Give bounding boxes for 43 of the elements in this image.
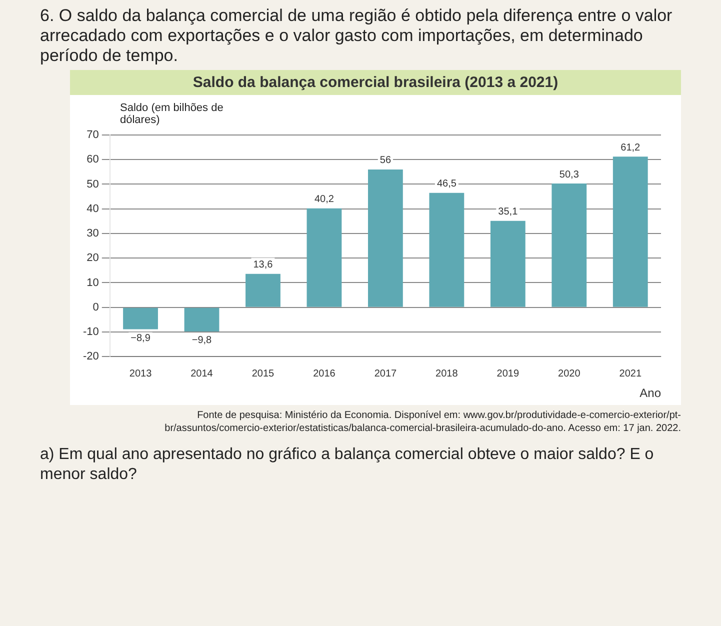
data-label: 13,6 — [253, 260, 274, 271]
data-label: 56 — [380, 155, 392, 166]
y-tick-label: 70 — [86, 129, 99, 142]
text: 6. O saldo da balança comercial de uma região é obtido pela diferença entre o valor arrecadado com exportações e o valor gasto com importações, em determinado período de tempo. — [40, 6, 674, 66]
y-tick-label: 0 — [92, 301, 99, 314]
data-label: −9,8 — [192, 335, 212, 346]
x-tick-label: 2016 — [313, 368, 336, 380]
x-tick-label: 2013 — [129, 368, 152, 380]
y-tick-label: 60 — [86, 154, 99, 166]
x-tick-label: 2014 — [190, 368, 214, 380]
y-axis-title: Saldo (em bilhões de dólares) — [120, 102, 224, 126]
y-tick-label: 10 — [86, 276, 99, 289]
bar — [184, 308, 220, 332]
y-tick-label: 50 — [86, 178, 99, 190]
bar — [123, 308, 158, 330]
bar — [306, 208, 342, 307]
bar — [490, 220, 526, 307]
bar — [612, 156, 648, 307]
x-tick-label: 2015 — [252, 368, 275, 380]
x-tick-label: 2018 — [436, 368, 458, 380]
x-tick-label: 2021 — [619, 368, 642, 380]
y-tick-label: 20 — [86, 252, 99, 264]
bar — [552, 184, 587, 307]
data-label: 50,3 — [559, 169, 580, 180]
data-label: 61,2 — [620, 142, 641, 154]
data-label: 35,1 — [498, 206, 518, 218]
y-tick-label: -10 — [82, 326, 99, 338]
y-tick-label: 30 — [86, 228, 99, 240]
x-axis-title: Ano — [640, 386, 662, 400]
bar — [368, 169, 403, 307]
y-tick-label: -20 — [82, 350, 99, 363]
bar — [429, 192, 464, 307]
data-label: 40,2 — [314, 194, 334, 206]
x-tick-label: 2019 — [496, 368, 520, 380]
y-tick-label: 40 — [86, 202, 99, 215]
source-note: Fonte de pesquisa: Ministério da Economia. Disponível em: www.gov.br/produtividade-e-comercio-exterior/pt-br/assuntos/comercio-exterior/estatisticas/balanca-comercial-brasileira-acumulado-do-ano. Acesso em: 17 jan. 2022. — [164, 409, 681, 435]
data-label: 46,5 — [436, 178, 457, 190]
data-label: −8,9 — [130, 333, 151, 344]
chart-title: Saldo da balança comercial brasileira (2013 a 2021) — [70, 70, 681, 95]
x-tick-label: 2017 — [374, 368, 398, 380]
bar — [246, 274, 280, 307]
text: a) Em qual ano apresentado no gráfico a balança comercial obteve o maior saldo? E o menor saldo? — [40, 445, 655, 485]
x-tick-label: 2020 — [558, 368, 581, 380]
